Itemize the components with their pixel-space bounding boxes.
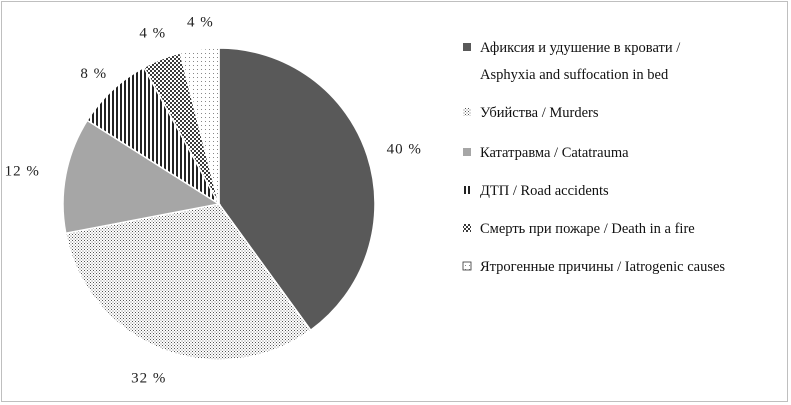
value-label-death-in-a-fire: 4 % (139, 26, 166, 42)
legend-item-murders: Убийства / Murders (463, 105, 599, 121)
legend-marker-iatrogenic-causes (462, 261, 472, 271)
value-label-catatrauma: 12 % (5, 163, 40, 179)
legend-marker-asphyxia-and-suffocation-in-bed (463, 43, 471, 51)
legend-label-iatrogenic-causes: Ятрогенные причины / Iatrogenic causes (480, 259, 725, 275)
value-label-asphyxia-and-suffocation-in-bed: 40 % (387, 141, 422, 157)
legend-label-catatrauma: Кататравма / Catatrauma (480, 145, 629, 161)
legend: Афиксия и удушение в кровати / Asphyxia a… (462, 40, 725, 275)
legend-label-road-accidents: ДТП / Road accidents (480, 183, 609, 199)
legend-item-iatrogenic-causes: Ятрогенные причины / Iatrogenic causes (462, 259, 725, 275)
value-label-road-accidents: 8 % (80, 66, 107, 82)
legend-marker-road-accidents (463, 186, 471, 194)
pie-slice-asphyxia-and-suffocation-in-bed (218, 47, 376, 332)
legend-label-death-in-a-fire: Смерть при пожаре / Death in a fire (480, 221, 695, 237)
legend-item-road-accidents: ДТП / Road accidents (463, 183, 609, 199)
value-label-iatrogenic-causes: 4 % (187, 14, 214, 30)
legend-label-asphyxia-and-suffocation-in-bed-line-2: Asphyxia and suffocation in bed (480, 67, 669, 83)
value-label-murders: 32 % (131, 370, 166, 386)
legend-marker-murders (463, 108, 471, 116)
pie-slice-iatrogenic-causes (179, 47, 220, 205)
legend-marker-death-in-a-fire (463, 224, 471, 232)
legend-item-asphyxia-and-suffocation-in-bed: Афиксия и удушение в кровати / Asphyxia a… (463, 40, 681, 83)
legend-label-murders: Убийства / Murders (480, 105, 599, 121)
legend-label-asphyxia-and-suffocation-in-bed: Афиксия и удушение в кровати / (480, 40, 681, 56)
legend-marker-catatrauma (463, 148, 471, 156)
pie-slice-murders (64, 203, 312, 361)
legend-item-catatrauma: Кататравма / Catatrauma (463, 145, 629, 161)
legend-item-death-in-a-fire: Смерть при пожаре / Death in a fire (463, 221, 695, 237)
pie-slice-catatrauma (62, 119, 222, 235)
